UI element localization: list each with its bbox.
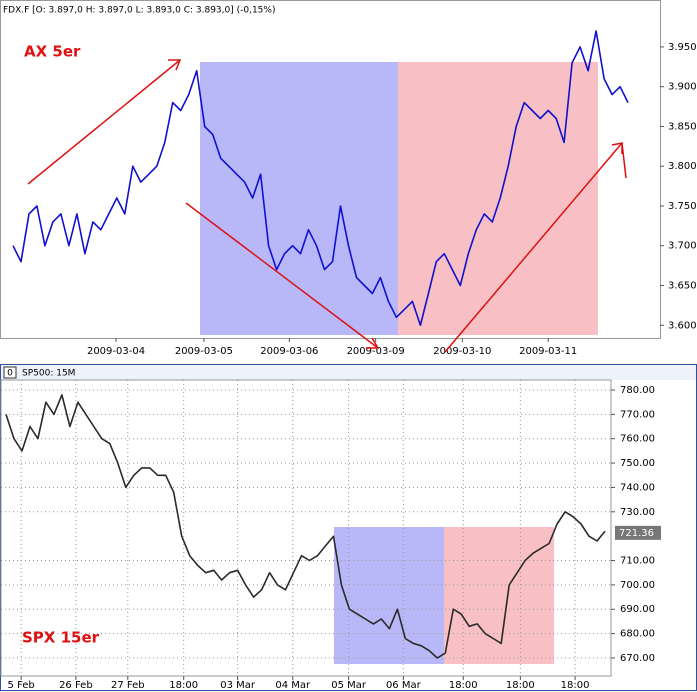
x-tick-label: 2009-03-10 <box>433 346 491 357</box>
y-tick-label: 3.900,0 <box>668 82 697 93</box>
price-line <box>12 30 629 327</box>
y-tick-label: 3.650,0 <box>668 281 697 292</box>
top-title: FDX.F [O: 3.897,0 H: 3.897,0 L: 3.893,0 … <box>3 6 275 16</box>
y-tick-label: 700.00 <box>620 580 655 591</box>
x-tick-label: 27 Feb <box>111 680 145 691</box>
x-tick-label: 2009-03-09 <box>347 346 405 357</box>
panel-index: 0 <box>7 369 13 379</box>
x-tick-label: 2009-03-06 <box>260 346 318 357</box>
y-tick-label: 760.00 <box>620 434 655 445</box>
y-tick-label: 770.00 <box>620 409 655 420</box>
y-tick-label: 3.800,0 <box>668 161 697 172</box>
arrow <box>27 59 181 185</box>
x-tick-label: 03 Mar <box>220 680 256 691</box>
bottom-title: SP500: 15M <box>22 369 75 379</box>
arrows <box>27 59 627 353</box>
last-price-box <box>615 525 661 540</box>
arrow <box>185 202 379 349</box>
y-tick-label: 3.750,0 <box>668 201 697 212</box>
x-tick-label: 26 Feb <box>59 680 93 691</box>
arrow <box>444 142 623 353</box>
pink-zone <box>444 527 554 664</box>
price-line <box>5 394 606 659</box>
annotation: AX 5er <box>24 43 81 61</box>
x-tick-label: 18:00 <box>506 680 535 691</box>
x-tick-label: 18:00 <box>449 680 478 691</box>
y-tick-label: 3.600,0 <box>668 320 697 331</box>
x-tick-label: 18:00 <box>169 680 198 691</box>
x-tick-label: 04 Mar <box>275 680 311 691</box>
y-tick-label: 730.00 <box>620 507 655 518</box>
x-tick-label: 5 Feb <box>8 680 35 691</box>
x-tick-label: 05 Mar <box>331 680 367 691</box>
arrow-head <box>168 59 182 71</box>
x-tick-label: 2009-03-04 <box>87 346 145 357</box>
x-tick-label: 18:00 <box>561 680 590 691</box>
y-tick-label: 680.00 <box>620 629 655 640</box>
y-tick-label: 3.950,0 <box>668 42 697 53</box>
y-tick-label: 710.00 <box>620 556 655 567</box>
y-tick-label: 3.700,0 <box>668 241 697 252</box>
y-tick-label: 780.00 <box>620 385 655 396</box>
y-tick-label: 690.00 <box>620 604 655 615</box>
y-tick-label: 740.00 <box>620 482 655 493</box>
bottom-header <box>1 365 696 380</box>
last-price-label: 721.36 <box>619 528 654 539</box>
annotation: SPX 15er <box>22 629 100 647</box>
marks: 3.600,0 3.650,0 3.700,0 3.750,0 3.800,0 3.850… <box>1 30 697 691</box>
y-tick-label: 3.850,0 <box>668 121 697 132</box>
y-tick-label: 670.00 <box>620 653 655 664</box>
arrow-head <box>366 337 380 349</box>
x-tick-label: 06 Mar <box>386 680 422 691</box>
x-tick-label: 2009-03-05 <box>175 346 233 357</box>
panel-index-box <box>3 366 17 379</box>
arrow <box>621 142 627 179</box>
blue-zone <box>200 62 398 335</box>
blue-zone <box>334 527 444 664</box>
y-tick-label: 750.00 <box>620 458 655 469</box>
x-tick-label: 2009-03-11 <box>519 346 577 357</box>
